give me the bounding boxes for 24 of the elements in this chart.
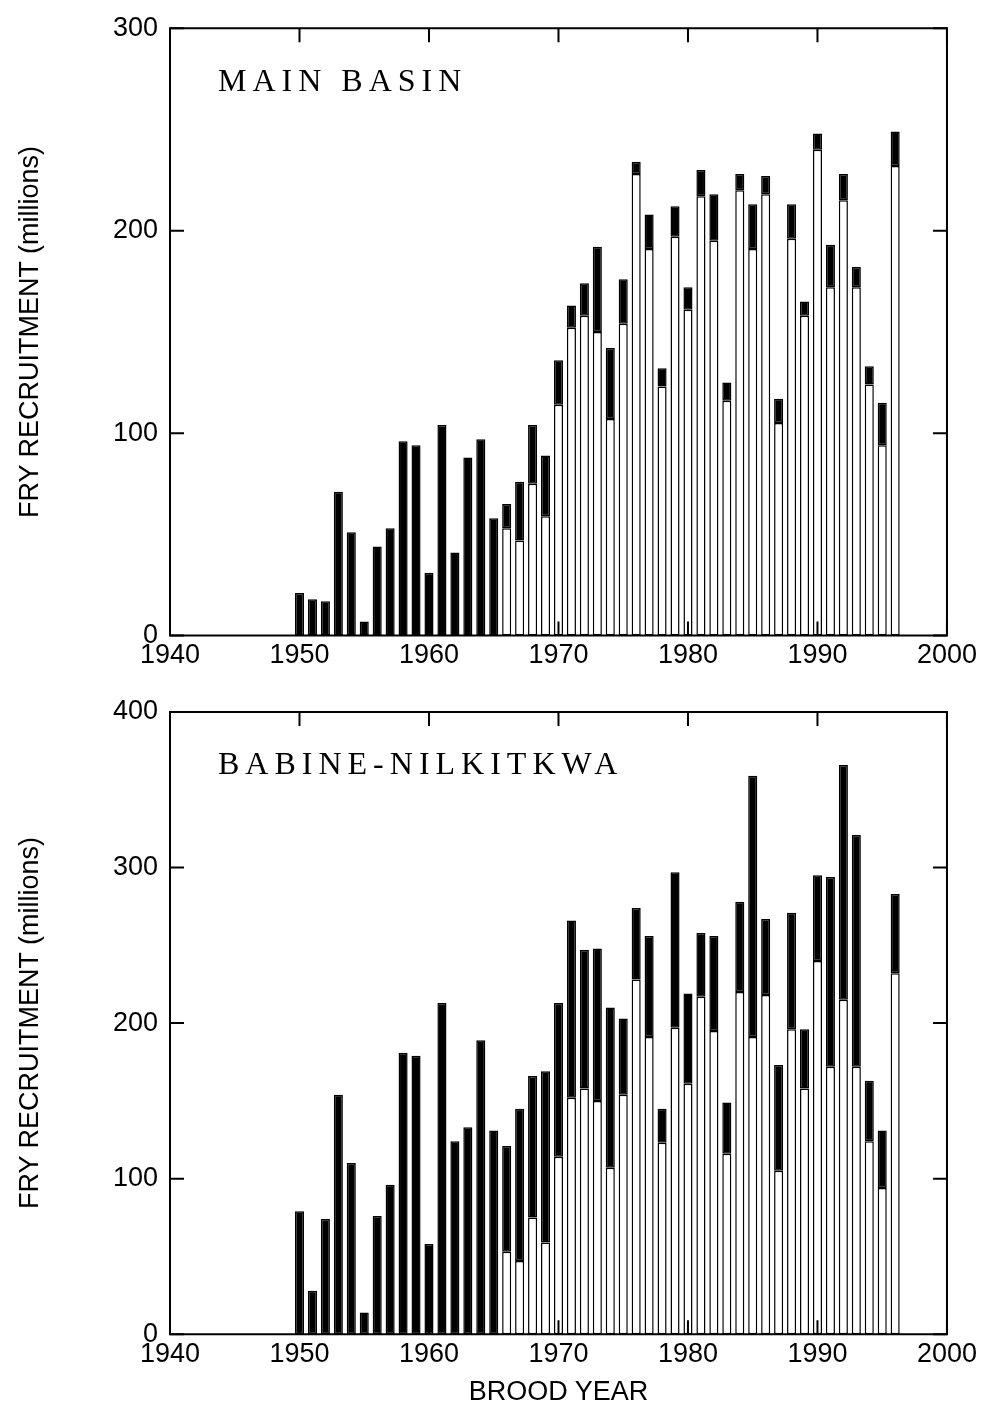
x-tick-label: 1960: [398, 639, 460, 670]
y-tick-label: 200: [112, 214, 158, 245]
y-tick-label: 200: [112, 1006, 158, 1037]
x-tick-label: 1980: [657, 639, 719, 670]
text: MAIN BASIN: [218, 61, 468, 98]
x-tick-label: 1990: [787, 1337, 848, 1368]
text: BABINE-NILKITKWA: [218, 745, 624, 782]
x-tick-label: 1960: [398, 1337, 460, 1368]
y-axis-title: FRY RECRUITMENT (millions): [13, 145, 44, 518]
x-tick-label: 1980: [657, 1337, 719, 1368]
x-tick-label: 1970: [528, 639, 589, 670]
x-tick-label: 1970: [528, 1337, 589, 1368]
y-axis-title: FRY RECRUITMENT (millions): [13, 837, 44, 1210]
y-tick-label: 100: [112, 1162, 158, 1193]
x-tick-label: 1950: [269, 639, 330, 670]
x-tick-label: 1950: [269, 1337, 330, 1368]
y-tick-label: 400: [112, 695, 158, 726]
y-tick-label: 100: [112, 416, 158, 447]
x-tick-label: 2000: [916, 1337, 978, 1368]
x-axis-title: BROOD YEAR: [468, 1376, 649, 1407]
y-tick-label: 300: [112, 11, 158, 42]
x-tick-label: 2000: [916, 639, 978, 670]
x-tick-label: 1990: [787, 639, 848, 670]
y-tick-label: 300: [112, 851, 158, 881]
